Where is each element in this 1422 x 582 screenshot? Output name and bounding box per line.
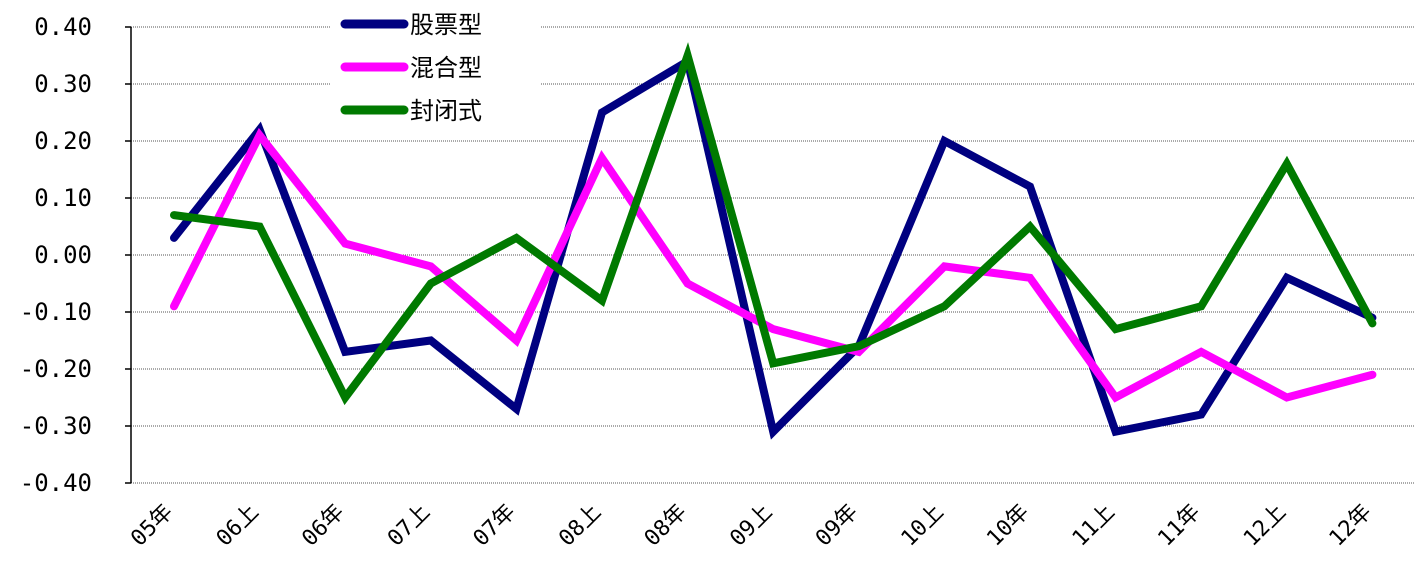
legend-label-2: 混合型: [410, 54, 482, 82]
x-tick-label: 12年: [1325, 500, 1377, 552]
x-tick-label: 09年: [811, 500, 863, 552]
x-tick-label: 07年: [469, 500, 521, 552]
y-tick-label: 0.20: [34, 127, 92, 155]
y-tick-label: 0.40: [34, 13, 92, 41]
series-lines: [170, 42, 1377, 440]
series-line-2: [170, 127, 1377, 403]
y-axis-ticks: 0.40 0.30 0.20 0.10 0.00 -0.10 -0.20 -0.30 -0.40: [20, 13, 92, 497]
y-tick-label: 0.30: [34, 70, 92, 98]
x-tick-label: 11年: [1153, 500, 1205, 552]
y-tick-label: 0.10: [34, 184, 92, 212]
y-tick-label: -0.40: [20, 469, 92, 497]
x-tick-label: 10年: [982, 500, 1034, 552]
series-line-1: [170, 54, 1377, 440]
x-tick-label: 08年: [640, 500, 692, 552]
x-axis-ticks: 05年 06上 06年 07上 07年 08上 08年 09上 09年 10上 10年 11上 11年 1…: [126, 500, 1376, 552]
x-tick-label: 08上: [554, 500, 606, 552]
x-tick-label: 12上: [1239, 500, 1291, 552]
x-tick-label: 07上: [383, 500, 435, 552]
x-tick-label: 06年: [297, 500, 349, 552]
x-tick-label: 05年: [126, 500, 178, 552]
x-tick-label: 09上: [725, 500, 777, 552]
y-tick-label: -0.20: [20, 355, 92, 383]
y-tick-label: -0.30: [20, 412, 92, 440]
y-tick-label: 0.00: [34, 241, 92, 269]
legend-label-3: 封闭式: [410, 97, 482, 125]
series-line-3: [170, 42, 1377, 406]
y-tick-label: -0.10: [20, 298, 92, 326]
x-tick-label: 10上: [897, 500, 949, 552]
x-tick-label: 11上: [1068, 500, 1120, 552]
legend-label-1: 股票型: [410, 11, 482, 39]
x-tick-label: 06上: [212, 500, 264, 552]
